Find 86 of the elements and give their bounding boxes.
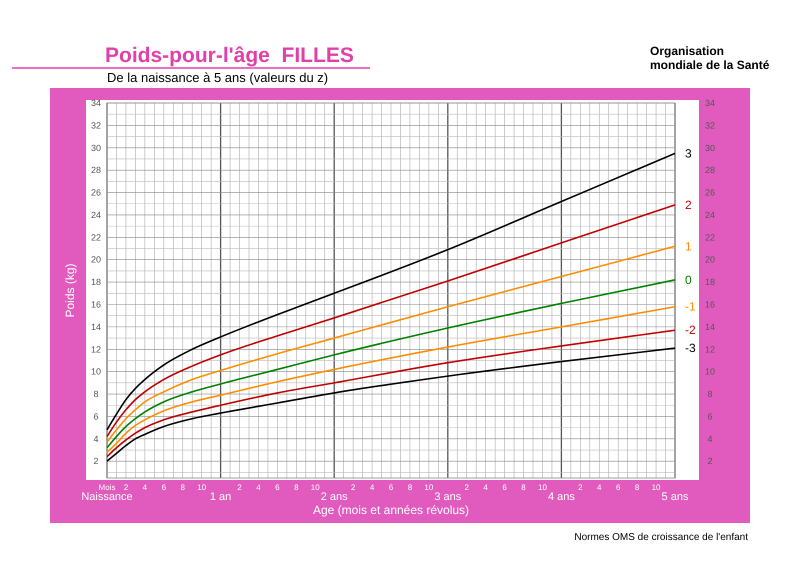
y-tick-label: 34 xyxy=(90,98,102,108)
x-tick-label: 1 an xyxy=(210,491,232,503)
y2-tick-label: 20 xyxy=(704,254,716,265)
text: 10 xyxy=(197,483,207,492)
line-series xyxy=(106,245,676,443)
y2-tick-label: 6 xyxy=(707,411,713,422)
x-tick-label: 4 ans xyxy=(548,491,576,503)
y2-tick-label: 4 xyxy=(707,434,713,444)
text: 2 xyxy=(464,483,470,492)
y2-tick-label: 18 xyxy=(704,277,716,288)
text: 6 xyxy=(275,483,280,492)
y2-tick-label: 34 xyxy=(704,98,716,108)
y2-tick-label: 22 xyxy=(704,232,716,242)
text: 4 xyxy=(370,483,375,492)
y2-tick-label: 26 xyxy=(704,188,716,198)
text: 8 xyxy=(408,483,413,492)
y-tick-label: 10 xyxy=(90,366,102,377)
text: 2 xyxy=(124,483,129,492)
text: Mois xyxy=(98,483,116,492)
x-tick-label: 5 ans xyxy=(662,491,689,503)
y2-tick-label: 2 xyxy=(707,456,713,466)
y2-tick-label: 14 xyxy=(704,322,716,332)
y-tick-label: 32 xyxy=(90,120,102,130)
y2-tick-label: 30 xyxy=(704,142,716,153)
line-series xyxy=(106,329,676,458)
y2-tick-label: 28 xyxy=(704,165,716,176)
text: 8 xyxy=(294,483,300,492)
line-series xyxy=(106,152,676,431)
text: 8 xyxy=(180,483,186,492)
chart-title: Poids-pour-l'âge FILLES xyxy=(105,44,354,67)
text: 2 xyxy=(578,483,584,492)
y-tick-label: 22 xyxy=(90,232,102,242)
x-tick-label: Naissance xyxy=(81,491,133,503)
y-axis-title: Poids (kg) xyxy=(63,263,77,318)
series-label: -1 xyxy=(685,300,696,314)
line-series xyxy=(106,306,676,454)
y2-tick-label: 24 xyxy=(704,210,716,220)
text: 6 xyxy=(388,483,394,492)
y-tick-label: 12 xyxy=(90,344,102,354)
text: 10 xyxy=(424,483,434,492)
text: Organisation mondiale de la Santé xyxy=(650,44,770,72)
y2-tick-label: 32 xyxy=(704,120,716,130)
series-label: 0 xyxy=(685,272,692,287)
y-tick-label: 8 xyxy=(93,389,99,400)
y2-tick-label: 16 xyxy=(704,299,716,310)
text: 10 xyxy=(538,483,548,492)
series-label: 3 xyxy=(685,146,692,160)
text: 4 xyxy=(142,483,148,492)
y-tick-label: 2 xyxy=(93,456,99,466)
x-tick-label: 3 ans xyxy=(434,491,462,503)
text: 10 xyxy=(310,483,320,492)
y2-tick-label: 12 xyxy=(704,344,716,354)
y-tick-label: 14 xyxy=(90,322,102,332)
line-series xyxy=(106,279,676,449)
text: 4 xyxy=(483,483,488,492)
series-label: 1 xyxy=(685,239,692,254)
y-tick-label: 28 xyxy=(90,165,102,176)
text: 2 xyxy=(237,483,242,492)
line-series xyxy=(106,347,676,462)
y-tick-label: 16 xyxy=(90,299,102,310)
x-tick-label: 2 ans xyxy=(320,491,348,503)
y-tick-label: 18 xyxy=(90,277,102,288)
text: 6 xyxy=(162,483,167,492)
text: 10 xyxy=(652,483,662,492)
line-series xyxy=(106,204,676,438)
y-tick-label: 4 xyxy=(93,434,99,444)
text: 6 xyxy=(616,483,621,492)
y-tick-label: 6 xyxy=(93,411,99,422)
y2-tick-label: 8 xyxy=(707,389,713,400)
y2-tick-label: 10 xyxy=(704,366,716,377)
x-axis-title: Age (mois et années révolus) xyxy=(312,503,470,517)
chart-subtitle: De la naissance à 5 ans (valeurs du z) xyxy=(107,70,328,85)
text: 6 xyxy=(502,483,508,492)
text: Normes OMS de croissance de l'enfant xyxy=(574,532,748,543)
text: 2 xyxy=(350,483,356,492)
y-tick-label: 26 xyxy=(90,188,102,198)
text: 4 xyxy=(256,483,262,492)
series-label: -2 xyxy=(685,323,696,338)
y-tick-label: 24 xyxy=(90,210,102,220)
text: 8 xyxy=(521,483,526,492)
y-tick-label: 30 xyxy=(90,142,102,153)
text: 8 xyxy=(634,483,640,492)
series-label: 2 xyxy=(685,198,692,212)
text: 4 xyxy=(597,483,602,492)
series-label: -3 xyxy=(685,341,696,356)
y-tick-label: 20 xyxy=(90,254,102,265)
